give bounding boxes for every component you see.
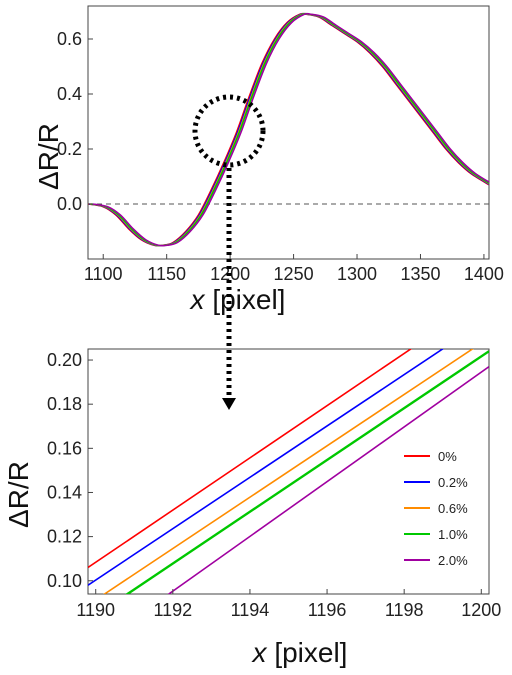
top-plot-frame [87,5,490,260]
bottom-y-tick-label: 0.12 [47,527,82,547]
bottom-y-axis-label: ΔR/R [3,461,34,528]
bottom-x-axis-unit: [pixel] [274,637,347,668]
top-y-axis-label: ΔR/R [33,123,64,190]
bottom-x-tick-label: 1198 [385,600,424,620]
bottom-x-tick-label: 1190 [76,600,115,620]
top-y-tick-label: 0.2 [57,139,82,159]
top-x-axis-var: x [189,284,206,315]
bottom-y-tick-label: 0.20 [47,350,82,370]
bottom-series-line-2 [103,349,474,594]
top-series-line-0 [88,12,489,247]
bottom-series-line-0 [88,349,413,569]
top-x-axis-unit: [pixel] [212,284,285,315]
bottom-y-tick-label: 0.18 [47,394,82,414]
top-y-ticks: 0.0 0.2 0.4 0.6 [57,29,93,214]
bottom-series-line-3 [125,350,489,594]
bottom-x-tick-label: 1194 [231,600,270,620]
top-x-tick-label: 1100 [84,264,123,284]
bottom-x-ticks: 1190 1192 1194 1196 1198 1200 [76,589,501,620]
zoom-highlight-circle [192,94,266,168]
bottom-x-tick-label: 1196 [308,600,347,620]
bottom-series-line-4 [167,366,489,594]
top-series-line-4 [92,12,489,247]
legend-label: 0.2% [438,475,468,490]
top-y-tick-label: 0.6 [57,29,82,49]
top-x-tick-label: 1150 [147,264,186,284]
bottom-plot-frame [87,348,490,595]
top-x-ticks: 1100115012001250130013501400 [84,254,504,284]
top-x-tick-label: 1350 [400,264,440,284]
bottom-series-line-1 [88,349,445,586]
legend: 0% 0.2% 0.6% 1.0% 2.0% [404,449,468,568]
legend-label: 2.0% [438,553,468,568]
top-y-tick-label: 0.4 [57,84,82,104]
bottom-x-tick-label: 1200 [461,600,501,620]
bottom-y-tick-label: 0.16 [47,438,82,458]
arrow-head-icon [222,398,236,410]
top-series-group [88,12,489,247]
bottom-series-group [88,349,489,594]
top-y-tick-label: 0.0 [57,194,82,214]
bottom-y-ticks: 0.10 0.12 0.14 0.16 0.18 0.20 [47,350,93,591]
bottom-x-axis-var: x [251,637,268,668]
top-x-tick-label: 1300 [337,264,377,284]
top-series-line-1 [88,12,489,247]
top-x-tick-label: 1250 [274,264,314,284]
bottom-x-tick-label: 1192 [153,600,192,620]
top-chart: 1100115012001250130013501400 0.00.20.40.… [33,5,504,315]
bottom-chart: 1190 1192 1194 1196 1198 1200 0.100.120.140.1… [3,348,501,668]
top-x-axis-label: x [pixel] [189,284,286,315]
bottom-x-axis-label: x [pixel] [251,637,348,668]
legend-label: 0.6% [438,501,468,516]
legend-label: 1.0% [438,527,468,542]
bottom-y-tick-label: 0.14 [47,482,82,502]
bottom-y-tick-label: 0.10 [47,571,82,591]
legend-label: 0% [438,449,457,464]
top-x-tick-label: 1400 [464,264,504,284]
